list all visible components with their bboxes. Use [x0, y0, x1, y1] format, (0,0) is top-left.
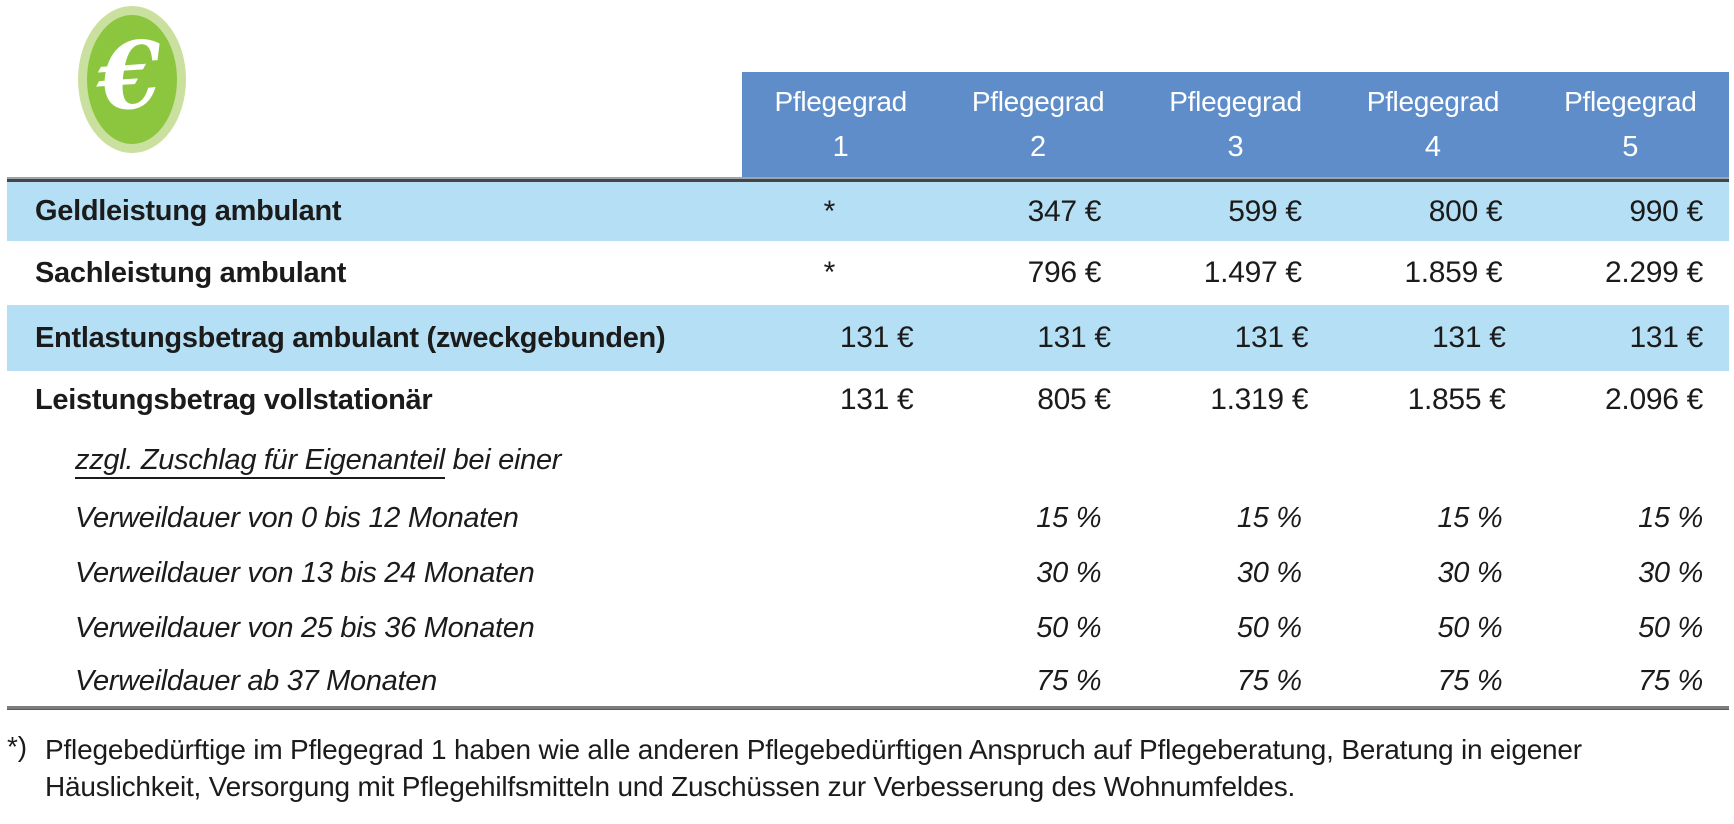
value-cell: 30 %: [1638, 557, 1703, 589]
header-cell-pflegegrad-2: Pflegegrad 2: [939, 72, 1136, 177]
table-row-sachleistung: Sachleistung ambulant * 796 € 1.497 € 1.…: [7, 241, 1729, 305]
value-cell: 50 %: [1036, 612, 1102, 644]
row-label: Leistungsbetrag vollstationär: [35, 383, 433, 416]
row-label-underlined: zzgl. Zuschlag für Eigenanteil: [75, 443, 445, 479]
value-cell: 15 %: [1036, 502, 1102, 534]
value-cell: 131 €: [1234, 321, 1309, 354]
value-cell: 1.859 €: [1404, 256, 1503, 289]
footnote-text: Pflegebedürftige im Pflegegrad 1 haben w…: [45, 731, 1582, 805]
footnote-line: Pflegebedürftige im Pflegegrad 1 haben w…: [45, 734, 1582, 765]
header-cell-pflegegrad-3: Pflegegrad 3: [1137, 72, 1334, 177]
benefits-table: Pflegegrad 1 Pflegegrad 2 Pflegegrad 3 P…: [7, 72, 1729, 710]
value-cell: 75 %: [1437, 664, 1503, 697]
row-label: Sachleistung ambulant: [35, 256, 347, 289]
value-cell: 131 €: [839, 383, 914, 416]
value-cell: 805 €: [1037, 383, 1111, 416]
row-label: Entlastungsbetrag ambulant (zweckgebunde…: [35, 321, 666, 354]
value-cell: 347 €: [1027, 194, 1102, 228]
header-cell-pflegegrad-5: Pflegegrad 5: [1532, 72, 1729, 177]
header-cell-pflegegrad-1: Pflegegrad 1: [742, 72, 939, 177]
table-row-verweildauer-ab-37: Verweildauer ab 37 Monaten 75 % 75 % 75 …: [7, 656, 1729, 706]
value-cell: 1.855 €: [1407, 383, 1506, 416]
header-title: Pflegegrad: [1366, 85, 1500, 117]
row-label: Verweildauer von 0 bis 12 Monaten: [75, 502, 519, 534]
header-grade-number: 1: [832, 130, 849, 163]
value-cell: 796 €: [1027, 256, 1102, 289]
header-grade-number: 2: [1030, 130, 1047, 163]
row-label: Verweildauer von 13 bis 24 Monaten: [75, 557, 535, 589]
value-cell: 30 %: [1236, 557, 1302, 589]
value-cell: *: [823, 256, 836, 289]
value-cell: 131 €: [839, 321, 914, 354]
value-cell: 15 %: [1437, 502, 1503, 534]
table-body: Geldleistung ambulant * 347 € 599 € 800 …: [7, 182, 1729, 706]
value-cell: 1.319 €: [1210, 383, 1309, 416]
value-cell: 30 %: [1437, 557, 1503, 589]
header-title: Pflegegrad: [1169, 85, 1302, 117]
header-title: Pflegegrad: [774, 85, 907, 117]
header-grade-number: 4: [1424, 130, 1441, 163]
value-cell: 75 %: [1638, 664, 1703, 697]
table-row-verweildauer-13-24: Verweildauer von 13 bis 24 Monaten 30 % …: [7, 546, 1729, 601]
value-cell: 50 %: [1437, 612, 1503, 644]
value-cell: 990 €: [1629, 194, 1703, 228]
value-cell: 15 %: [1236, 502, 1302, 534]
table-header-row: Pflegegrad 1 Pflegegrad 2 Pflegegrad 3 P…: [742, 72, 1729, 177]
table-row-geldleistung: Geldleistung ambulant * 347 € 599 € 800 …: [7, 182, 1729, 241]
table-row-zuschlag-header: zzgl. Zuschlag für Eigenanteil bei einer: [7, 429, 1729, 491]
row-label: Verweildauer von 25 bis 36 Monaten: [75, 612, 535, 644]
row-label-rest: bei einer: [444, 443, 562, 476]
table-row-entlastungsbetrag: Entlastungsbetrag ambulant (zweckgebunde…: [7, 305, 1729, 371]
table-top-rule: [7, 177, 1729, 182]
footnote-line: Häuslichkeit, Versorgung mit Pflegehilfs…: [45, 771, 1296, 802]
value-cell: 131 €: [1037, 321, 1111, 354]
header-title: Pflegegrad: [971, 85, 1105, 117]
value-cell: 131 €: [1629, 321, 1704, 354]
value-cell: 131 €: [1432, 321, 1506, 354]
value-cell: 599 €: [1228, 194, 1302, 228]
value-cell: 75 %: [1236, 664, 1302, 697]
table-bottom-rule: [7, 706, 1729, 710]
table-row-leistungsbetrag: Leistungsbetrag vollstationär 131 € 805 …: [7, 371, 1729, 429]
value-cell: 50 %: [1638, 612, 1703, 644]
value-cell: 800 €: [1428, 194, 1503, 228]
header-grade-number: 3: [1227, 130, 1244, 163]
table-row-verweildauer-25-36: Verweildauer von 25 bis 36 Monaten 50 % …: [7, 601, 1729, 656]
value-cell: 15 %: [1638, 502, 1703, 534]
value-cell: 50 %: [1236, 612, 1302, 644]
value-cell: 2.096 €: [1605, 383, 1704, 416]
footnote-marker: *): [7, 731, 27, 762]
header-title: Pflegegrad: [1564, 85, 1697, 117]
value-cell: 2.299 €: [1604, 256, 1703, 289]
row-label: zzgl. Zuschlag für Eigenanteil bei einer: [7, 443, 742, 479]
value-cell: *: [823, 194, 836, 228]
value-cell: 75 %: [1036, 664, 1102, 697]
euro-coin-inner: €: [87, 15, 177, 144]
row-label: Geldleistung ambulant: [35, 195, 342, 227]
header-grade-number: 5: [1622, 130, 1639, 163]
row-label: Verweildauer ab 37 Monaten: [75, 664, 437, 697]
header-cell-pflegegrad-4: Pflegegrad 4: [1334, 72, 1531, 177]
value-cell: 1.497 €: [1203, 256, 1302, 289]
table-row-verweildauer-0-12: Verweildauer von 0 bis 12 Monaten 15 % 1…: [7, 491, 1729, 546]
value-cell: 30 %: [1036, 557, 1102, 589]
euro-coin-icon: €: [78, 6, 186, 153]
footnote: *) Pflegebedürftige im Pflegegrad 1 habe…: [7, 731, 1707, 805]
